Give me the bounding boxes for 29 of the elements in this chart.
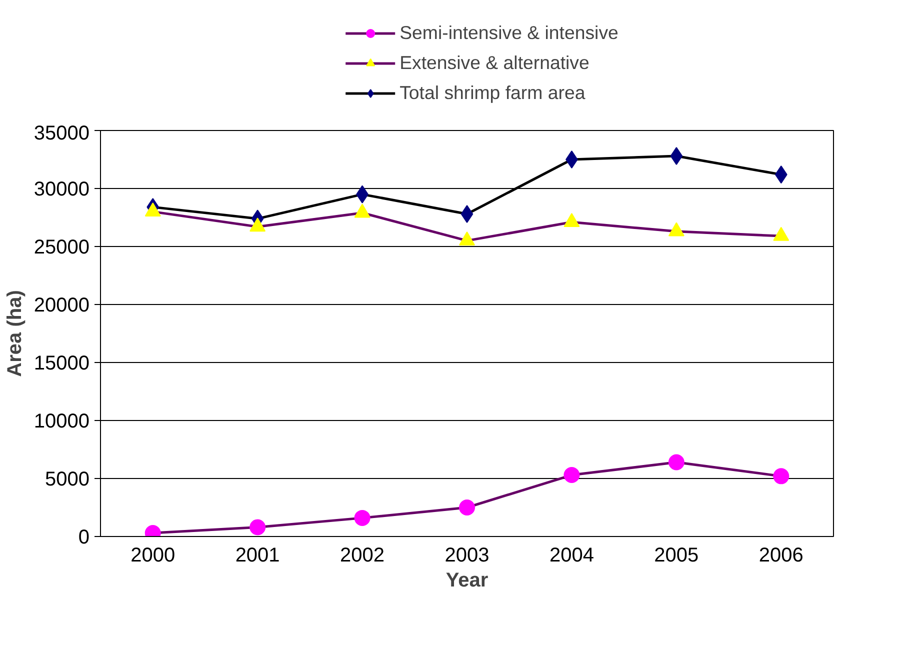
y-axis-title: Area (ha) [4, 290, 26, 377]
x-tick-label: 2000 [130, 544, 176, 566]
point [460, 205, 474, 224]
point [564, 467, 580, 484]
x-tick-label: 2003 [444, 544, 490, 566]
x-tick-label: 2002 [340, 544, 385, 566]
point [354, 510, 370, 526]
point [668, 454, 684, 470]
x-tick-label: 2001 [235, 544, 280, 566]
y-tick-label: 5000 [45, 468, 90, 490]
y-tick-label: 35000 [34, 122, 90, 144]
y-tick-label: 30000 [34, 178, 90, 200]
y-tick-label: 25000 [34, 236, 90, 258]
point [774, 166, 788, 184]
y-tick-label: 10000 [34, 410, 90, 432]
x-tick-label: 2006 [758, 544, 804, 566]
x-axis-title: Year [446, 570, 488, 592]
y-tick-label: 20000 [34, 294, 90, 316]
point [250, 519, 266, 536]
y-tick-label: 15000 [34, 352, 90, 374]
y-tick-label: 0 [78, 526, 90, 548]
point [773, 468, 790, 484]
legend-label: Semi-intensive & intensive [400, 22, 618, 44]
point [670, 147, 683, 166]
x-tick-label: 2005 [654, 544, 699, 566]
point [459, 500, 475, 516]
legend-label: Total shrimp farm area [400, 82, 586, 104]
legend-label: Extensive & alternative [400, 52, 590, 74]
x-tick-label: 2004 [549, 544, 594, 566]
